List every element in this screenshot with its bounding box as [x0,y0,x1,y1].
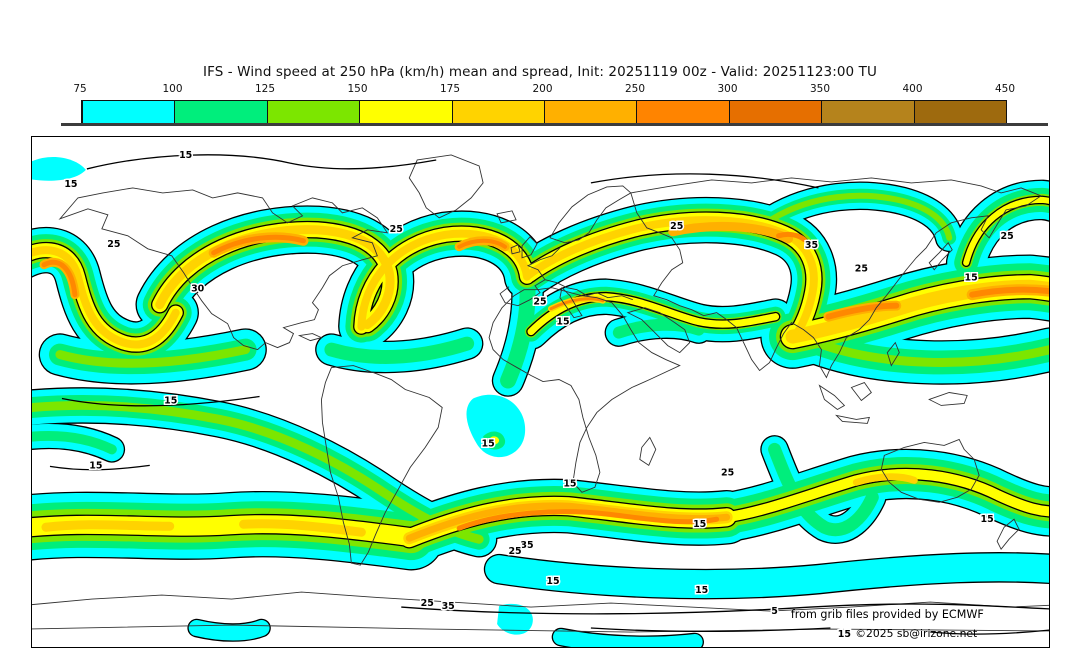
colorbar-segment [452,101,544,123]
contour-label: 35 [442,601,455,612]
spread-contour [591,628,831,631]
colorbar-segment [359,101,451,123]
contour-label: 15 [89,460,102,471]
map-frame: 3525155151515152515352515151515252525153… [31,136,1050,648]
figure-title: IFS - Wind speed at 250 hPa (km/h) mean … [0,64,1080,80]
contour-label: 15 [556,317,569,328]
colorbar-segment [82,101,174,123]
contour-label: 25 [670,221,683,232]
colorbar [81,100,1007,124]
colorbar-segment [729,101,821,123]
colorbar-tick: 450 [995,83,1015,95]
coastline [640,437,656,465]
wind-patch-cyan [32,157,86,181]
contour-label: 25 [107,239,120,250]
contour-label: 15 [981,514,994,525]
contour-label: 25 [533,297,546,308]
colorbar-tick: 75 [73,83,86,95]
spread-contour [87,155,436,169]
colorbar-tick: 100 [162,83,182,95]
coastline [836,415,869,423]
colorbar-segment [174,101,266,123]
contour-label: 15 [164,395,177,406]
colorbar-tick: 200 [532,83,552,95]
wind-band-cyan [499,567,1049,584]
weather-map: 3525155151515152515352515151515252525153… [32,137,1049,647]
colorbar-tick: 125 [255,83,275,95]
colorbar-tick: 150 [347,83,367,95]
wind-band-cyan [561,637,695,645]
credit-copyright: ©2025 sb@irizone.net [855,627,977,640]
contour-label: 15 [838,629,851,640]
wind-band-gold [46,525,170,528]
contour-label: 15 [693,519,706,530]
contour-label: 15 [482,438,495,449]
contour-label: 25 [421,598,434,609]
coastline [851,383,871,401]
contour-label: 15 [965,273,978,284]
colorbar-tick: 400 [902,83,922,95]
coastline [929,392,967,405]
colorbar-tick: 350 [810,83,830,95]
colorbar-tick: 300 [717,83,737,95]
contour-label: 35 [520,540,533,551]
colorbar-tick-labels: 75100125150175200250300350400450 [80,83,1005,97]
coastline [819,386,844,410]
colorbar-tick: 175 [440,83,460,95]
contour-label: 15 [64,179,77,190]
map-art [32,155,1049,645]
contour-label: 15 [546,576,559,587]
contour-label: 25 [508,546,521,557]
colorbar-segment [914,101,1006,123]
colorbar-tick: 250 [625,83,645,95]
contour-label: 35 [805,240,818,251]
colorbar-segment [544,101,636,123]
coastline [409,155,483,218]
coastline [299,334,321,341]
colorbar-segment [636,101,728,123]
contour-label: 25 [390,224,403,235]
contour-label: 15 [179,150,192,161]
contour-label: 25 [1000,231,1013,242]
contour-label: 15 [563,478,576,489]
colorbar-baseline [61,123,1048,126]
wind-band-cyan [197,628,262,632]
contour-label: 25 [721,467,734,478]
colorbar-segment [821,101,913,123]
contour-label: 5 [771,606,778,617]
contour-label: 25 [855,264,868,275]
credit-ecmwf: from grib files provided by ECMWF [791,608,984,621]
contour-label: 30 [191,284,205,295]
contour-label: 15 [695,585,708,596]
colorbar-segment [267,101,359,123]
